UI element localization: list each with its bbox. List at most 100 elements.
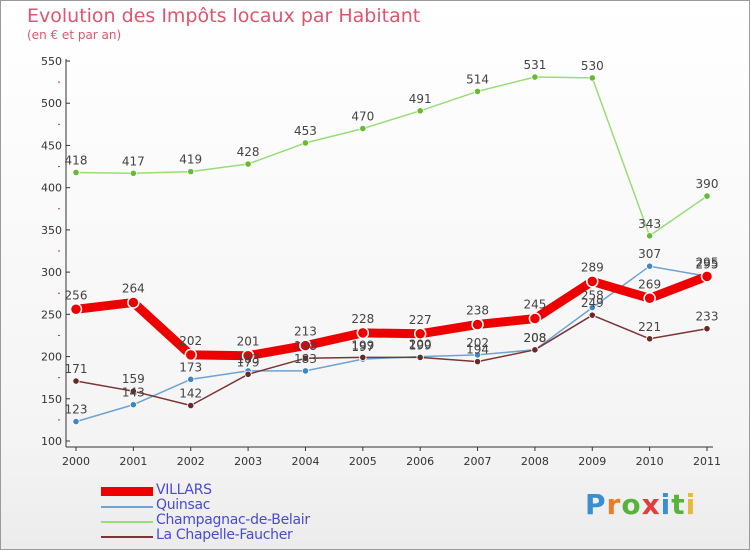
data-label-champagnac-de-belair: 491 — [409, 92, 432, 106]
logo-letter: P — [585, 488, 607, 521]
y-tick-label: 350 — [41, 224, 62, 237]
point-champagnac-de-belair — [473, 87, 482, 96]
data-label-champagnac-de-belair: 419 — [179, 153, 202, 167]
y-tick-label: 500 — [41, 97, 62, 110]
x-tick-label: 2009 — [578, 455, 606, 468]
data-label-quinsac: 208 — [523, 331, 546, 345]
point-champagnac-de-belair — [588, 74, 596, 82]
logo-letter: i — [685, 488, 697, 521]
point-champagnac-de-belair — [129, 169, 137, 177]
y-tick-label: 100 — [41, 435, 62, 448]
point-quinsac — [646, 262, 654, 270]
legend-swatch-champagnac — [101, 521, 153, 523]
logo-letter: r — [606, 488, 622, 521]
data-label-quinsac: 123 — [65, 403, 88, 417]
x-tick-label: 2002 — [177, 455, 205, 468]
axes: 100 150 200 250 300 350 400 450 500 550 2000 2001 20… — [41, 55, 721, 468]
point-villars — [471, 318, 484, 331]
legend-item-quinsac: Quinsac — [101, 497, 401, 515]
data-label-champagnac-de-belair: 343 — [638, 217, 661, 231]
data-label-champagnac-de-belair: 453 — [294, 124, 317, 138]
data-label-la-chapelle-faucher: 142 — [179, 387, 202, 401]
point-champagnac-de-belair — [646, 232, 654, 240]
point-la-chapelle-faucher — [473, 358, 482, 366]
legend-label-champagnac: Champagnac-de-Belair — [156, 512, 310, 528]
point-quinsac — [129, 401, 137, 409]
series-lines — [71, 76, 712, 423]
point-la-chapelle-faucher — [244, 370, 252, 378]
data-label-villars: 295 — [696, 255, 719, 269]
logo-letter: i — [660, 488, 672, 521]
x-tick-label: 2006 — [406, 455, 434, 468]
logo-letter: o — [621, 488, 642, 521]
point-champagnac-de-belair — [72, 168, 80, 177]
y-tick-label: 150 — [41, 393, 62, 406]
chart-subtitle: (en € et par an) — [27, 28, 122, 42]
data-label-villars: 227 — [409, 313, 432, 327]
point-champagnac-de-belair — [703, 192, 711, 200]
point-villars — [127, 296, 140, 309]
x-tick-label: 2001 — [119, 455, 147, 468]
data-label-la-chapelle-faucher: 249 — [581, 296, 604, 310]
point-quinsac — [187, 375, 195, 383]
legend: VILLARS Quinsac Champagnac-de-Belair La … — [101, 482, 401, 545]
series-points — [69, 73, 714, 426]
point-la-chapelle-faucher — [129, 387, 137, 395]
data-label-quinsac: 183 — [237, 352, 260, 366]
legend-label-villars: VILLARS — [156, 482, 212, 498]
data-label-villars: 228 — [351, 312, 374, 326]
point-villars — [413, 327, 427, 341]
logo-letter: x — [641, 488, 661, 521]
point-quinsac — [301, 367, 310, 375]
data-label-quinsac: 197 — [351, 340, 374, 354]
point-villars — [356, 326, 370, 340]
data-label-la-chapelle-faucher: 199 — [409, 338, 432, 352]
data-label-quinsac: 183 — [294, 352, 317, 366]
x-tick-label: 2005 — [349, 455, 377, 468]
legend-label-quinsac: Quinsac — [156, 497, 211, 513]
data-label-champagnac-de-belair: 428 — [237, 145, 260, 159]
point-villars — [643, 292, 656, 305]
point-la-chapelle-faucher — [646, 335, 654, 343]
point-quinsac — [588, 303, 596, 312]
y-tick-label: 200 — [41, 351, 62, 364]
legend-item-la-chapelle-faucher: La Chapelle-Faucher — [101, 527, 401, 545]
data-label-villars: 213 — [294, 325, 317, 339]
data-label-la-chapelle-faucher: 221 — [638, 320, 661, 334]
data-label-villars: 202 — [179, 334, 202, 348]
data-label-champagnac-de-belair: 514 — [466, 72, 489, 86]
chart-title: Evolution des Impôts locaux par Habitant — [27, 5, 421, 27]
series-line-la-chapelle-faucher — [75, 314, 708, 407]
data-labels: 418 417 419 428 453 470 491 514 531 530 343 390 123 1… — [65, 58, 719, 417]
x-tick-label: 2011 — [693, 455, 721, 468]
proxiti-logo: Proxiti — [585, 488, 696, 521]
y-tick-label: 300 — [41, 266, 62, 279]
data-label-la-chapelle-faucher: 179 — [237, 355, 260, 369]
data-label-quinsac: 173 — [179, 360, 202, 374]
point-la-chapelle-faucher — [531, 346, 539, 354]
point-quinsac — [72, 417, 80, 426]
point-villars — [299, 339, 312, 352]
legend-swatch-villars — [101, 487, 153, 496]
data-label-quinsac: 200 — [409, 338, 432, 352]
data-label-la-chapelle-faucher: 194 — [466, 343, 489, 357]
data-label-villars: 238 — [466, 303, 489, 317]
point-la-chapelle-faucher — [187, 401, 195, 410]
point-villars — [528, 312, 542, 325]
data-label-quinsac: 202 — [466, 336, 489, 350]
data-label-villars: 201 — [237, 335, 260, 349]
data-label-la-chapelle-faucher: 171 — [65, 362, 88, 376]
legend-swatch-quinsac — [101, 506, 153, 508]
x-tick-label: 2003 — [234, 455, 262, 468]
x-tick-label: 2000 — [62, 455, 90, 468]
y-tick-label: 400 — [41, 182, 62, 195]
data-label-champagnac-de-belair: 390 — [696, 177, 719, 191]
data-label-quinsac: 307 — [638, 247, 661, 261]
legend-swatch-la-chapelle-faucher — [101, 536, 153, 538]
data-label-champagnac-de-belair: 418 — [65, 153, 88, 167]
data-label-quinsac: 258 — [581, 289, 604, 303]
point-villars — [241, 349, 255, 362]
point-la-chapelle-faucher — [359, 353, 367, 361]
